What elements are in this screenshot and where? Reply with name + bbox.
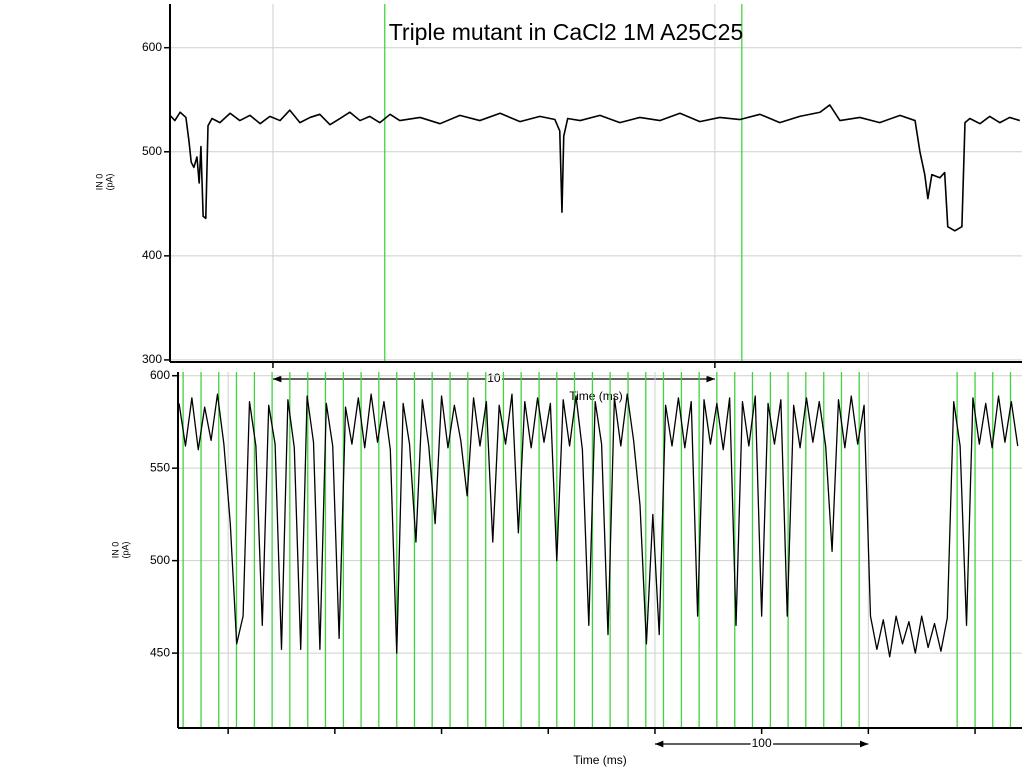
y-tick-label: 600 xyxy=(150,368,170,382)
y-tick-label: 450 xyxy=(150,645,170,659)
y-tick-label: 500 xyxy=(150,553,170,567)
trace-line xyxy=(178,393,1019,658)
scale-bar-label: 100 xyxy=(752,736,772,750)
y-tick-label: 400 xyxy=(142,248,162,262)
y-tick-label: 500 xyxy=(142,144,162,158)
trace-line xyxy=(169,104,1021,232)
x-axis-label: Time (ms) xyxy=(569,389,623,403)
y-tick-label: 600 xyxy=(142,40,162,54)
y-tick-label: 550 xyxy=(150,460,170,474)
scale-bar-label: 10 xyxy=(487,371,501,385)
y-axis-label: IN 0 xyxy=(94,174,104,191)
x-axis-label: Time (ms) xyxy=(573,753,627,767)
y-axis-label: IN 0 xyxy=(110,542,120,559)
y-tick-label: 300 xyxy=(142,352,162,366)
y-axis-label: (pA) xyxy=(104,173,114,190)
y-axis-label: (pA) xyxy=(120,541,130,558)
chart-title: Triple mutant in CaCl2 1M A25C25 xyxy=(389,19,744,45)
